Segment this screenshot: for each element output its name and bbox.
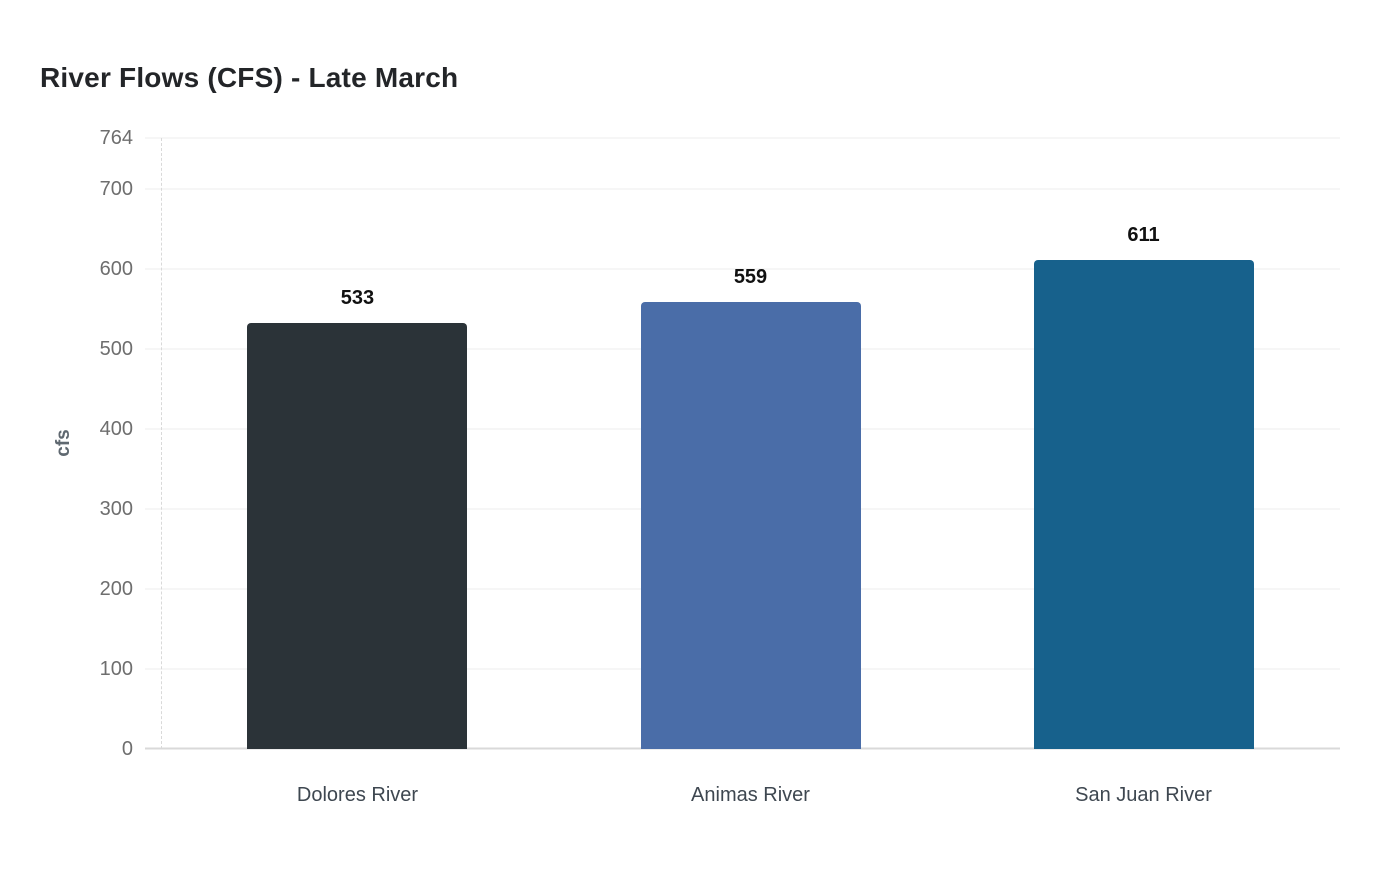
x-category-label-dolores-river: Dolores River (296, 784, 419, 806)
x-category-label-animas-river: Animas River (691, 784, 810, 806)
gridline (145, 188, 1340, 190)
y-tick-label: 0 (121, 738, 133, 760)
value-label-dolores-river: 533 (340, 286, 375, 309)
y-tick-label: 200 (99, 578, 133, 601)
y-tick-label: 600 (99, 258, 133, 281)
value-label-san-juan-river: 611 (1127, 224, 1160, 247)
y-tick-label: 700 (99, 178, 133, 201)
bar-dolores-river (247, 322, 468, 749)
y-tick-label: 500 (99, 338, 133, 361)
y-axis-line (161, 138, 162, 749)
bar-san-juan-river (1033, 260, 1254, 749)
plot-area: 0 100 200 300 400 500 600 700 764 533 Dolores Rive… (100, 128, 1340, 806)
y-axis-title: cfs (53, 429, 74, 457)
y-tick-label: 300 (99, 498, 133, 521)
gridline (145, 137, 1340, 139)
gridline (145, 268, 1340, 270)
x-category-label-san-juan-river: San Juan River (1075, 784, 1212, 806)
value-label-animas-river: 559 (733, 265, 768, 288)
y-tick-label: 100 (99, 658, 133, 681)
bar-animas-river (640, 301, 861, 749)
y-tick-label: 764 (99, 127, 133, 149)
y-tick-label: 400 (99, 418, 133, 441)
chart-title: River Flows (CFS) - Late March (40, 62, 459, 93)
